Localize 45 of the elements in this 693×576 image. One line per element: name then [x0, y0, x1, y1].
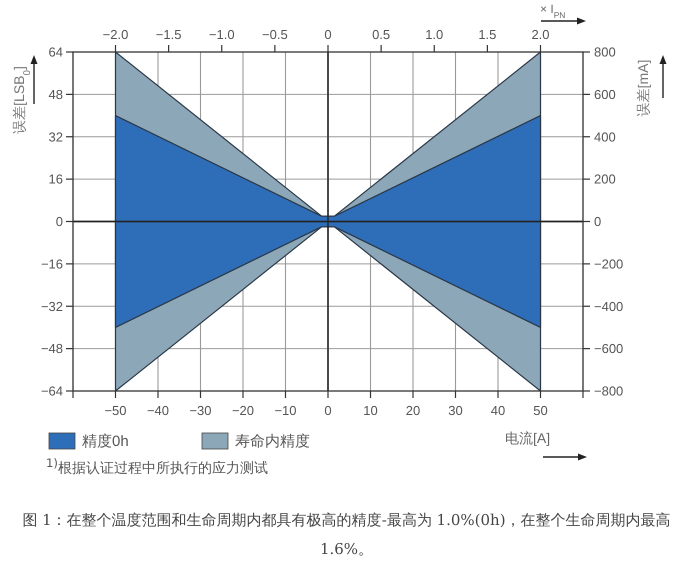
- x-tick-label: −30: [189, 403, 212, 418]
- y-tick-label: 0: [56, 214, 63, 229]
- y-tick-label: −16: [40, 256, 63, 272]
- y2-tick-label: 400: [594, 129, 616, 144]
- x2-tick-label: −2.0: [102, 27, 128, 42]
- x-tick-label: −50: [104, 403, 127, 418]
- y2-tick-label: −800: [594, 384, 624, 398]
- x2label: × I$_{PN}$: [540, 2, 566, 20]
- y2-tick-label: −200: [594, 256, 624, 272]
- y2-tick-label: 0: [594, 214, 602, 229]
- x-tick-label: 40: [490, 403, 506, 418]
- y-tick-label: 64: [48, 44, 63, 60]
- x2-tick-label: −1.5: [156, 27, 182, 42]
- x2-tick-label: 0: [324, 27, 332, 42]
- x-tick-label: −20: [232, 403, 254, 418]
- x-tick-label: 0: [324, 403, 332, 418]
- x2-tick-label: 0.5: [372, 27, 390, 42]
- text: $^{1)}$根据认证过程中所执行的应力测试: [46, 456, 268, 478]
- x-tick-label: 30: [448, 403, 463, 418]
- x-tick-label: −40: [146, 403, 170, 418]
- y-tick-label: −64: [40, 384, 63, 398]
- x-tick-label: 10: [363, 403, 378, 418]
- y-tick-label: 48: [48, 86, 63, 102]
- y2-tick-label: 800: [594, 44, 616, 60]
- y-tick-label: −48: [40, 341, 63, 356]
- y-tick-label: 16: [48, 172, 63, 187]
- caption: 图 1：在整个温度范围和生命周期内都具有极高的精度-最高为 1.0%(0h)，在整个生命周期内最高 1.6%。: [21, 510, 672, 560]
- x-tick-label: 50: [533, 403, 548, 418]
- y2-tick-label: −600: [594, 341, 624, 356]
- x2-tick-label: 1.5: [478, 27, 496, 42]
- legend-label: 寿命内精度: [235, 433, 310, 450]
- y-tick-label: 32: [48, 129, 63, 144]
- x2-tick-label: 2.0: [531, 27, 550, 42]
- x-tick-label: 20: [406, 403, 420, 418]
- x2-tick-label: −1.0: [208, 27, 235, 42]
- legend-label: 精度0h: [82, 433, 129, 450]
- y2-tick-label: 200: [594, 172, 616, 187]
- y2-tick-label: 600: [594, 86, 616, 102]
- y2-tick-label: −400: [594, 298, 624, 314]
- x-tick-label: −10: [274, 403, 297, 418]
- xlabel: 电流[A]: [505, 430, 550, 446]
- y2label: 误差[mA]: [635, 60, 651, 116]
- x2-tick-label: 1.0: [425, 27, 444, 42]
- x2-tick-label: −0.5: [262, 27, 288, 42]
- y-tick-label: −32: [40, 298, 63, 314]
